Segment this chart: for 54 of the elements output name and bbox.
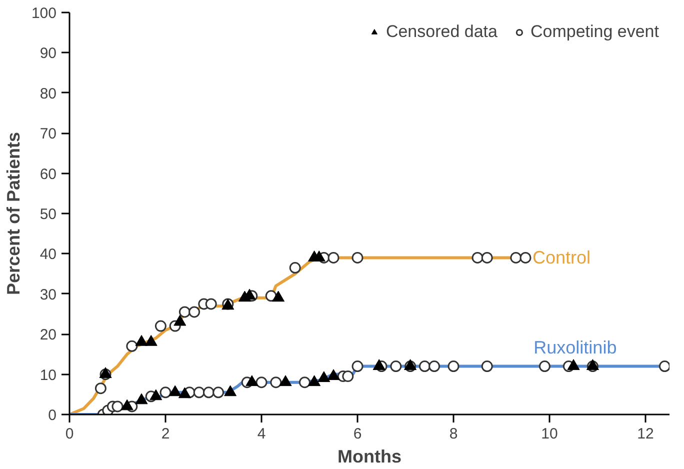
point xyxy=(342,370,354,382)
y-tick-label: 0 xyxy=(48,407,56,424)
point xyxy=(538,360,550,372)
series-label: Ruxolitinib xyxy=(534,337,617,358)
legend-label: Competing event xyxy=(530,22,659,42)
point xyxy=(481,360,493,372)
y-tick-label: 60 xyxy=(40,166,57,183)
point xyxy=(188,306,200,318)
y-axis-title: Percent of Patients xyxy=(3,132,24,296)
point xyxy=(212,386,224,398)
point xyxy=(352,360,364,372)
point xyxy=(520,252,532,264)
x-tick-label: 2 xyxy=(161,426,170,442)
x-tick-label: 10 xyxy=(541,426,558,442)
point xyxy=(390,360,402,372)
x-tick-label: 0 xyxy=(65,426,74,442)
y-tick-label: 50 xyxy=(40,206,57,223)
legend-label: Censored data xyxy=(386,22,498,42)
point xyxy=(510,252,522,264)
x-tick-label: 12 xyxy=(637,426,654,442)
point xyxy=(270,376,282,388)
y-tick-label: 90 xyxy=(40,45,57,62)
point xyxy=(178,306,190,318)
y-tick-label: 100 xyxy=(31,5,57,22)
point xyxy=(154,320,166,332)
y-tick-label: 70 xyxy=(40,126,57,143)
point xyxy=(298,376,310,388)
y-tick-label: 30 xyxy=(40,286,57,304)
point xyxy=(448,360,460,372)
point xyxy=(112,400,124,412)
point xyxy=(126,340,138,352)
x-tick-label: 6 xyxy=(353,426,362,442)
point xyxy=(418,360,430,372)
point xyxy=(205,298,217,310)
y-tick-label: 80 xyxy=(40,85,57,102)
point xyxy=(658,360,670,372)
x-axis-title: Months xyxy=(338,446,402,466)
point xyxy=(160,386,172,398)
y-tick-label: 20 xyxy=(40,326,57,344)
point xyxy=(352,252,364,264)
point xyxy=(472,252,484,264)
x-tick-label: 8 xyxy=(449,426,458,442)
point xyxy=(202,386,214,398)
series-label: Control xyxy=(532,248,591,268)
point xyxy=(256,376,268,388)
x-tick-label: 4 xyxy=(257,426,266,442)
point xyxy=(289,262,301,274)
point xyxy=(94,382,106,394)
point xyxy=(481,252,493,264)
y-tick-label: 40 xyxy=(40,246,57,264)
point xyxy=(428,360,440,372)
point xyxy=(328,252,340,264)
y-tick-label: 10 xyxy=(40,366,57,384)
point xyxy=(193,386,205,398)
